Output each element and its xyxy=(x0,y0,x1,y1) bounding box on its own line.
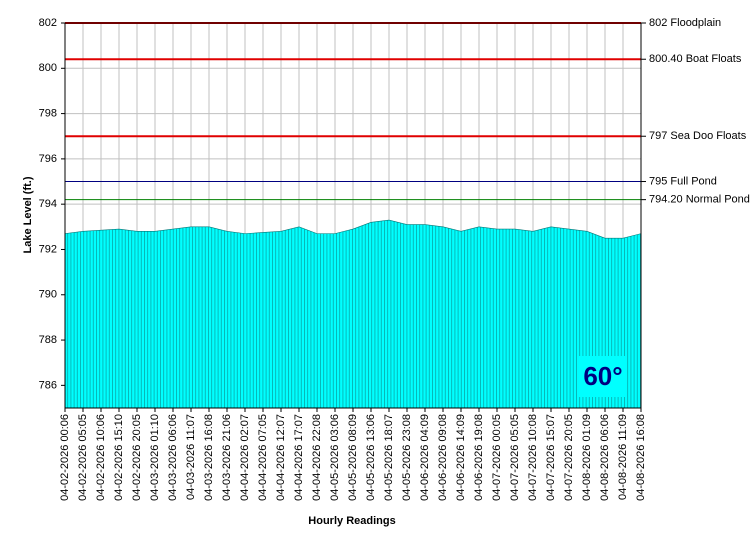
badge-box xyxy=(578,356,627,397)
reference-label: 795 Full Pond xyxy=(649,175,717,187)
x-tick-label: 04-08-2026 06:06 xyxy=(599,414,611,501)
x-tick-label: 04-07-2026 05:05 xyxy=(509,414,521,501)
reference-label: 794.20 Normal Pond xyxy=(649,194,750,206)
x-tick-label: 04-07-2026 20:05 xyxy=(563,414,575,501)
x-tick-label: 04-04-2026 07:05 xyxy=(257,414,269,501)
y-tick-label: 792 xyxy=(39,243,57,255)
x-tick-label: 04-06-2026 09:08 xyxy=(437,414,449,501)
x-tick-label: 04-02-2026 10:06 xyxy=(95,414,107,501)
reference-label: 800.40 Boat Floats xyxy=(649,53,742,65)
y-axis-title: Lake Level (ft.) xyxy=(22,176,34,253)
x-tick-label: 04-05-2026 13:06 xyxy=(365,414,377,501)
x-tick-label: 04-08-2026 16:08 xyxy=(635,414,647,501)
x-tick-label: 04-05-2026 08:09 xyxy=(347,414,359,501)
x-tick-label: 04-03-2026 01:10 xyxy=(149,414,161,501)
x-tick-label: 04-05-2026 23:08 xyxy=(401,414,413,501)
x-axis-title: Hourly Readings xyxy=(308,515,395,527)
x-tick-label: 04-08-2026 11:09 xyxy=(617,414,629,500)
x-tick-label: 04-02-2026 05:05 xyxy=(77,414,89,501)
y-tick-label: 788 xyxy=(39,334,57,346)
y-tick-label: 794 xyxy=(39,198,57,210)
x-tick-label: 04-03-2026 21:06 xyxy=(221,414,233,501)
y-tick-label: 790 xyxy=(39,289,57,301)
x-tick-label: 04-04-2026 12:07 xyxy=(275,414,287,501)
x-tick-label: 04-07-2026 00:05 xyxy=(491,414,503,501)
x-tick-label: 04-02-2026 15:10 xyxy=(113,414,125,501)
x-tick-label: 04-08-2026 01:09 xyxy=(581,414,593,501)
x-tick-label: 04-06-2026 14:09 xyxy=(455,414,467,501)
y-tick-label: 798 xyxy=(39,107,57,119)
x-tick-label: 04-06-2026 04:09 xyxy=(419,414,431,501)
y-tick-label: 802 xyxy=(39,17,57,29)
area-hatch xyxy=(64,219,642,409)
y-tick-label: 786 xyxy=(39,379,57,391)
x-tick-label: 04-03-2026 11:07 xyxy=(185,414,197,500)
x-tick-label: 04-05-2026 03:06 xyxy=(329,414,341,501)
x-tick-label: 04-06-2026 19:08 xyxy=(473,414,485,501)
x-tick-label: 04-02-2026 00:06 xyxy=(59,414,71,501)
x-tick-label: 04-04-2026 02:07 xyxy=(239,414,251,501)
x-tick-label: 04-07-2026 15:07 xyxy=(545,414,557,501)
x-tick-label: 04-03-2026 06:06 xyxy=(167,414,179,501)
plot-border xyxy=(64,22,642,409)
x-tick-label: 04-04-2026 22:08 xyxy=(311,414,323,501)
badge: 60° xyxy=(583,361,622,391)
x-tick-label: 04-05-2026 18:07 xyxy=(383,414,395,501)
reference-label: 802 Floodplain xyxy=(649,17,721,29)
y-tick-label: 800 xyxy=(39,62,57,74)
x-tick-label: 04-04-2026 17:07 xyxy=(293,414,305,501)
x-tick-label: 04-03-2026 16:08 xyxy=(203,414,215,501)
y-tick-label: 796 xyxy=(39,153,57,165)
reference-label: 797 Sea Doo Floats xyxy=(649,130,747,142)
x-tick-label: 04-02-2026 20:05 xyxy=(131,414,143,501)
x-tick-label: 04-07-2026 10:08 xyxy=(527,414,539,501)
